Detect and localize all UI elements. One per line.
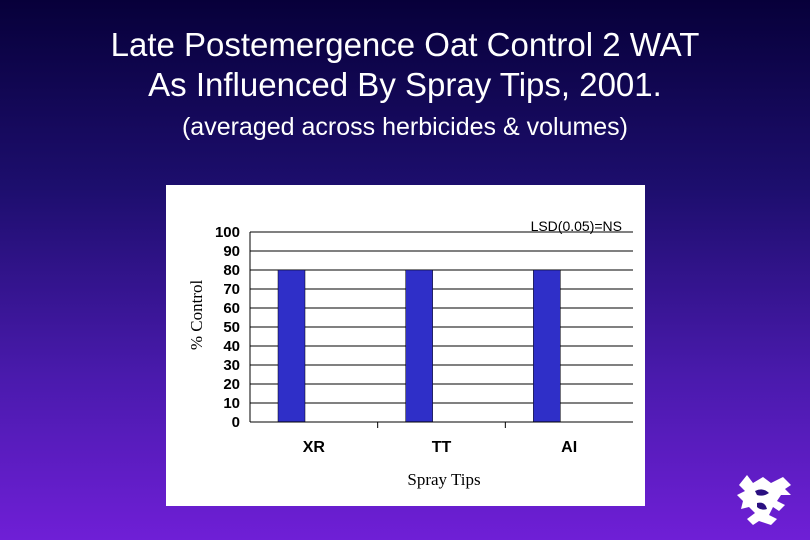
y-tick-label: 10	[223, 395, 240, 412]
x-tick-labels: XR TT AI	[303, 439, 577, 456]
y-tick-label: 30	[223, 357, 240, 374]
y-tick-label: 90	[223, 243, 240, 260]
x-tick-label: AI	[561, 439, 577, 456]
axes	[249, 232, 633, 428]
y-tick-label: 50	[223, 319, 240, 336]
title-line-2: As Influenced By Spray Tips, 2001.	[148, 66, 662, 103]
gridlines	[250, 231, 633, 404]
y-tick-labels: 0 10 20 30 40 50 60 70 80 90 100	[215, 224, 240, 431]
lsd-annotation: LSD(0.05)=NS	[531, 218, 622, 234]
y-tick-label: 70	[223, 281, 240, 298]
wildcat-logo-icon	[737, 475, 791, 525]
slide-subtitle: (averaged across herbicides & volumes)	[181, 113, 629, 141]
x-axis-label: Spray Tips	[407, 470, 480, 489]
y-tick-label: 80	[223, 262, 240, 279]
x-tick-label: XR	[303, 439, 326, 456]
y-tick-label: 40	[223, 338, 240, 355]
bar-chart: 0 10 20 30 40 50 60 70 80 90 100 XR TT AI LSD(0.05)=…	[187, 218, 633, 489]
bar-xr	[277, 269, 306, 423]
x-tick-label: TT	[432, 439, 452, 456]
y-tick-label: 20	[223, 376, 240, 393]
bar-ai	[533, 269, 561, 423]
chart-panel: 0 10 20 30 40 50 60 70 80 90 100 XR TT AI LSD(0.05)=…	[166, 185, 645, 506]
bars	[277, 269, 561, 423]
y-axis-label: % Control	[187, 280, 206, 351]
title-line-1: Late Postemergence Oat Control 2 WAT	[110, 26, 700, 63]
bar-tt	[405, 269, 433, 423]
y-tick-label: 100	[215, 224, 240, 241]
y-tick-label: 0	[232, 414, 240, 431]
y-tick-label: 60	[223, 300, 240, 317]
